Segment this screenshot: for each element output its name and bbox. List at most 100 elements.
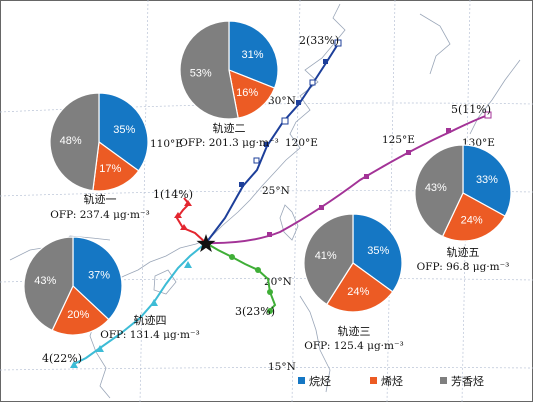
pie-track4-name: 轨迹四 (134, 313, 167, 327)
trajectory-1-marker (180, 224, 188, 230)
label-lon-110: 110°E (150, 138, 183, 150)
pie-track3-slice-alkane (352, 213, 403, 293)
endpoint-label-5: 5(11%) (451, 103, 491, 116)
philippines-coast (299, 295, 331, 393)
korea-coast (419, 13, 451, 75)
legend-swatch-aromatic (440, 377, 447, 384)
trajectory-2-marker (281, 117, 289, 125)
japan-coast (469, 59, 521, 135)
trajectory-5-marker (484, 111, 492, 119)
pie-track1-slice-alkane (98, 92, 149, 172)
pie-track4: 37% 20% 43% (23, 236, 123, 336)
legend-label-aromatic: 芳香烃 (451, 374, 484, 388)
pie-track1-name: 轨迹一 (84, 192, 117, 206)
pie-track4-slice-alkene (51, 284, 110, 336)
legend-label-alkene: 烯烃 (381, 375, 403, 388)
pie-track5-label-alkene: 24% (461, 214, 483, 226)
meridian-125 (386, 0, 396, 403)
origin-star-icon (196, 234, 216, 252)
pie-track5-label-alkane: 33% (476, 174, 498, 186)
trajectory-2-marker (323, 59, 328, 64)
trajectory-1-marker (174, 212, 182, 218)
pie-track5-ofp: OFP: 96.8 μg·m⁻³ (417, 261, 510, 273)
pie-track2-slice-alkene (228, 69, 276, 119)
pie-track2-label-alkane: 31% (241, 49, 263, 61)
trajectory-5-marker (319, 205, 324, 210)
pie-track3-label-aromatic: 41% (315, 250, 337, 262)
pie-track5-slice-alkene (441, 192, 506, 242)
trajectory-2-marker (309, 79, 316, 86)
trajectory-3-marker (255, 267, 261, 273)
pie-track3-label-alkane: 35% (367, 245, 389, 257)
pie-track3-label-alkene: 24% (347, 286, 369, 298)
pie-track4-slice-aromatic (23, 236, 74, 332)
legend-label-alkane: 烷烃 (309, 374, 331, 388)
trajectory-2-marker (264, 142, 269, 147)
pie-track3: 35% 24% 41% (303, 213, 403, 313)
meridian-120 (291, 0, 301, 403)
pie-track2-slice-alkane (228, 20, 279, 89)
pie-track3-ofp: OFP: 125.4 μg·m⁻³ (304, 340, 403, 352)
pie-track2-slice-aromatic (179, 20, 239, 120)
pie-track5: 33% 24% 43% (414, 144, 512, 242)
endpoint-label-2: 2(33%) (299, 34, 339, 47)
label-lon-120: 120°E (285, 137, 318, 149)
trajectory-2-marker (239, 182, 244, 187)
pie-track2: 31% 16% 53% (179, 20, 279, 120)
label-lat-20: 20°N (264, 276, 292, 288)
pie-track1-label-alkane: 35% (113, 124, 135, 136)
trajectory-4-marker (184, 261, 192, 268)
endpoint-label-3: 3(23%) (235, 305, 275, 318)
meridian-110 (139, 0, 149, 403)
trajectory-2-marker (253, 157, 260, 164)
trajectory-5-marker (446, 128, 451, 133)
hainan-island (153, 269, 177, 295)
legend: 烷烃 烯烃 芳香烃 (298, 374, 484, 388)
pie-track1: 35% 17% 48% (49, 92, 149, 192)
pie-track1-slice-alkene (92, 140, 140, 192)
trajectory-markers (70, 39, 492, 368)
pie-track4-slice-alkane (72, 236, 123, 321)
endpoint-label-1: 1(14%) (153, 188, 193, 201)
trajectory-4-marker (96, 345, 104, 352)
trajectory-2-line (205, 43, 339, 244)
pie-track2-ofp: OFP: 201.3 μg·m⁻³ (179, 137, 278, 149)
endpoint-label-4: 4(22%) (42, 352, 82, 365)
trajectory-3-marker (267, 308, 273, 314)
label-lon-125: 125°E (382, 134, 415, 146)
pie-track5-name: 轨迹五 (447, 245, 480, 259)
pie-track5-slice-aromatic (414, 144, 464, 238)
pie-track2-name: 轨迹二 (213, 121, 246, 135)
pie-track1-label-alkene: 17% (99, 163, 121, 175)
trajectory-2-marker (334, 39, 342, 47)
pie-track2-label-aromatic: 53% (190, 68, 212, 80)
pie-track3-name: 轨迹三 (338, 324, 371, 338)
pie-track4-label-alkane: 37% (88, 270, 110, 282)
pie-track4-ofp: OFP: 131.4 μg·m⁻³ (100, 329, 199, 341)
trajectory-4-marker (150, 299, 158, 306)
label-lat-15: 15°N (268, 361, 296, 373)
trajectory-5-marker (406, 150, 411, 155)
trajectory-3-marker (267, 289, 273, 295)
china-coast (111, 3, 346, 283)
pie-track1-slice-aromatic (49, 92, 100, 192)
pie-track1-ofp: OFP: 237.4 μg·m⁻³ (50, 209, 149, 221)
pie-track2-label-alkene: 16% (236, 87, 258, 99)
trajectory-2-marker (296, 100, 301, 105)
pie-track1-label-aromatic: 48% (60, 135, 82, 147)
parallel-25 (0, 190, 533, 197)
taiwan-island (279, 204, 299, 241)
trajectory-5-line (205, 114, 489, 245)
trajectory-4-marker (70, 361, 78, 368)
label-lat-25: 25°N (262, 185, 290, 197)
parallel-15 (0, 366, 533, 371)
pie-track4-label-alkene: 20% (67, 309, 89, 321)
grid-labels: 110°E 120°E 125°E 130°E 30°N 25°N 20°N 1… (150, 95, 495, 373)
endpoint-labels: 1(14%) 2(33%) 3(23%) 4(22%) 5(11%) (42, 34, 491, 365)
pie-track3-slice-alkene (325, 262, 394, 313)
pie-track3-slice-aromatic (303, 213, 354, 306)
pie-track5-slice-alkane (462, 144, 512, 217)
legend-swatch-alkene (370, 377, 377, 384)
